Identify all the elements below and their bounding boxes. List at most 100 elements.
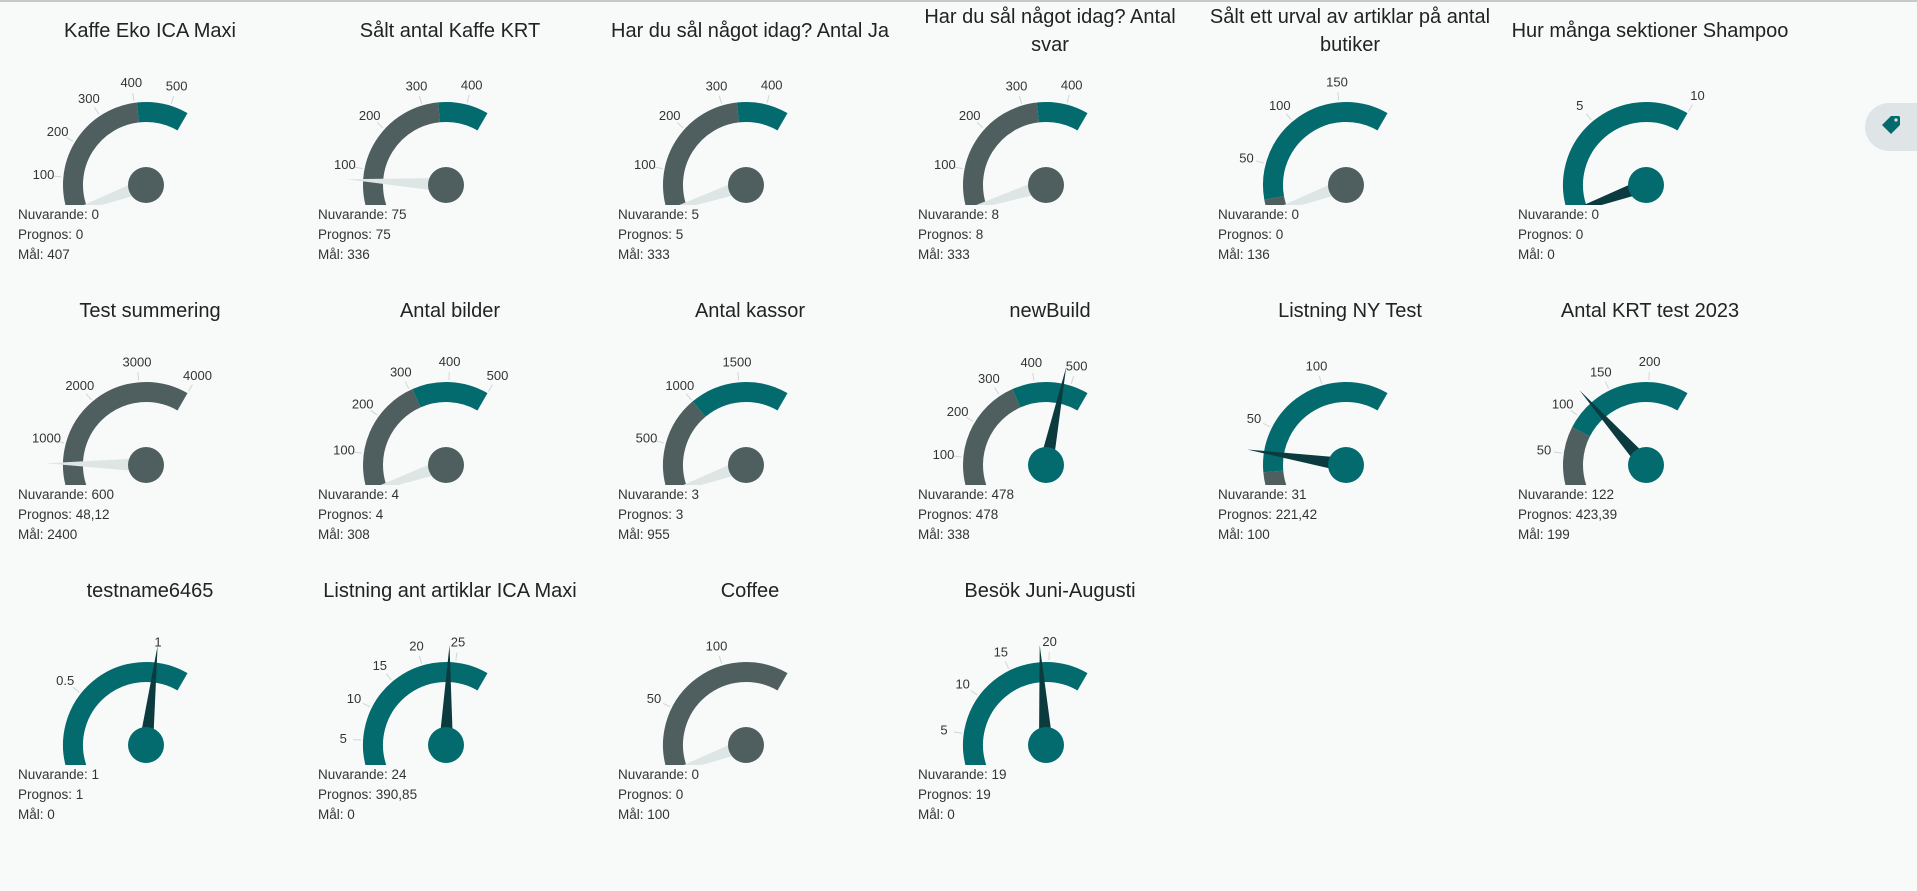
gauge-tick bbox=[1553, 451, 1562, 454]
gauge-hub bbox=[728, 447, 764, 483]
gauge-tick-label: 2000 bbox=[65, 378, 94, 393]
gauge-tick bbox=[1570, 409, 1578, 416]
stat-current: Nuvarande: 122 bbox=[1518, 487, 1615, 502]
gauge-title: Listning ant artiklar ICA Maxi bbox=[323, 580, 577, 602]
gauge-arc-above-goal bbox=[63, 662, 188, 765]
gauge-tick-label: 400 bbox=[461, 77, 483, 92]
gauge-tick bbox=[1337, 92, 1340, 101]
gauge-tick-label: 500 bbox=[487, 368, 509, 383]
stat-forecast: Prognos: 0 bbox=[1518, 227, 1584, 242]
stat-goal: Mål: 2400 bbox=[18, 527, 78, 542]
gauge-title: Antal bilder bbox=[399, 300, 501, 322]
stat-goal: Mål: 0 bbox=[1518, 247, 1555, 262]
gauge-arc-below-goal bbox=[663, 662, 788, 765]
gauge-tick-label: 50 bbox=[1239, 150, 1253, 165]
stat-forecast: Prognos: 4 bbox=[318, 507, 384, 522]
gauge-tick-label: 100 bbox=[1552, 397, 1574, 412]
gauge-card[interactable]: Test summering01000200030004000Nuvarande… bbox=[0, 280, 300, 560]
gauge-arc-above-goal bbox=[1263, 102, 1388, 200]
stat-goal: Mål: 333 bbox=[618, 247, 670, 262]
gauge-tick bbox=[188, 384, 193, 392]
gauge-card[interactable]: Sålt antal Kaffe KRT0100200300400Nuvaran… bbox=[300, 0, 600, 280]
stat-current: Nuvarande: 19 bbox=[918, 767, 1007, 782]
gauge-tick bbox=[370, 409, 378, 416]
stat-current: Nuvarande: 0 bbox=[18, 207, 100, 222]
stat-forecast: Prognos: 3 bbox=[618, 507, 684, 522]
gauge-tick bbox=[170, 96, 175, 104]
gauge-card[interactable]: Listning NY Test050100Nuvarande: 31Progn… bbox=[1200, 280, 1500, 560]
gauge-card[interactable]: Kaffe Eko ICA Maxi0100200300400500Nuvara… bbox=[0, 0, 300, 280]
gauge-chart: 05101520 bbox=[940, 634, 1088, 765]
gauge-tick-label: 200 bbox=[1639, 354, 1661, 369]
gauge-tick bbox=[953, 731, 962, 734]
stat-forecast: Prognos: 19 bbox=[918, 787, 991, 802]
gauge-tick bbox=[1262, 422, 1271, 428]
tag-side-tab[interactable] bbox=[1865, 103, 1917, 151]
gauge-title: Test summering bbox=[79, 300, 221, 322]
gauge-needle bbox=[1039, 367, 1067, 467]
gauge-arc-below-goal bbox=[1263, 470, 1287, 485]
gauge-tick bbox=[1256, 160, 1265, 164]
gauge-tick-label: 150 bbox=[1326, 74, 1348, 89]
gauge-arc-above-goal bbox=[1563, 102, 1688, 205]
gauge-needle bbox=[346, 178, 447, 192]
gauge-tick-label: 200 bbox=[359, 108, 381, 123]
stat-current: Nuvarande: 478 bbox=[918, 487, 1015, 502]
gauge-tick bbox=[1604, 381, 1610, 389]
gauge-arc-above-goal bbox=[1263, 382, 1388, 473]
gauge-tick-label: 25 bbox=[451, 635, 465, 650]
gauge-tick bbox=[656, 440, 665, 444]
gauge-card[interactable]: Har du sål något idag? Antal Ja010020030… bbox=[600, 0, 900, 280]
stat-goal: Mål: 0 bbox=[18, 807, 55, 822]
gauge-card[interactable]: Listning ant artiklar ICA Maxi0510152025… bbox=[300, 560, 600, 840]
gauge-tick bbox=[1070, 376, 1075, 384]
gauge-card[interactable]: Besök Juni-Augusti05101520Nuvarande: 19P… bbox=[900, 560, 1200, 840]
gauge-card[interactable]: testname6465 00.51 Nuvarande: 1 Prognos: 1 M… bbox=[0, 560, 300, 840]
gauge-tick-label: 4000 bbox=[183, 368, 212, 383]
gauge-card[interactable]: Antal KRT test 2023050100150200Nuvarande… bbox=[1500, 280, 1800, 560]
gauge-chart: 0510 bbox=[1563, 88, 1705, 205]
gauge-tick bbox=[970, 689, 978, 696]
gauge-tick-label: 10 bbox=[1690, 88, 1704, 103]
gauge-tick bbox=[72, 686, 80, 693]
stat-goal: Mål: 136 bbox=[1218, 247, 1270, 262]
gauge-tick bbox=[654, 166, 663, 170]
gauge-title: Sålt antal Kaffe KRT bbox=[359, 20, 541, 42]
gauge-stats: Nuvarande: 0 Prognos: 0 Mål: 100 bbox=[618, 765, 699, 825]
gauge-card[interactable]: Hur många sektioner Shampoo0510Nuvarande… bbox=[1500, 0, 1800, 280]
gauge-tick bbox=[737, 372, 740, 381]
gauge-tick bbox=[766, 94, 770, 103]
gauge-stats: Nuvarande: 600 Prognos: 48,12 Mål: 2400 bbox=[18, 485, 114, 545]
gauge-title: newBuild bbox=[1009, 300, 1091, 322]
stat-current: Nuvarande: 4 bbox=[318, 487, 400, 502]
gauge-hub bbox=[728, 727, 764, 763]
gauge-card[interactable]: Antal bilder0100200300400500Nuvarande: 4… bbox=[300, 280, 600, 560]
stat-goal: Mål: 0 bbox=[918, 807, 955, 822]
gauge-tick-label: 100 bbox=[706, 638, 728, 653]
gauge-title: Har du sål något idag? Antal svar bbox=[924, 6, 1176, 56]
gauge-card[interactable]: Sålt ett urval av artiklar på antal buti… bbox=[1200, 0, 1500, 280]
gauge-tick-label: 300 bbox=[978, 371, 1000, 386]
gauge-hub bbox=[128, 727, 164, 763]
gauge-tick-label: 300 bbox=[390, 364, 412, 379]
gauge-stats: Nuvarande: 24 Prognos: 390,85 Mål: 0 bbox=[318, 765, 417, 825]
stat-current: Nuvarande: 31 bbox=[1218, 487, 1307, 502]
gauge-card[interactable]: Antal kassor050010001500Nuvarande: 3Prog… bbox=[600, 280, 900, 560]
gauge-tick-label: 200 bbox=[47, 124, 69, 139]
gauge-tick-label: 1 bbox=[154, 635, 161, 650]
gauge-card[interactable]: newBuild0100200300400500Nuvarande: 478Pr… bbox=[900, 280, 1200, 560]
gauge-stats: Nuvarande: 75 Prognos: 75 Mål: 336 bbox=[318, 205, 407, 265]
gauge-tick bbox=[53, 175, 62, 178]
gauge-hub bbox=[428, 167, 464, 203]
gauge-tick bbox=[56, 440, 65, 444]
stat-goal: Mål: 100 bbox=[618, 807, 670, 822]
tag-icon bbox=[1879, 113, 1903, 142]
gauge-tick-label: 15 bbox=[373, 658, 387, 673]
stat-goal: Mål: 100 bbox=[1218, 527, 1270, 542]
gauge-stats: Nuvarande: 19 Prognos: 19 Mål: 0 bbox=[918, 765, 1007, 825]
gauge-hub bbox=[128, 167, 164, 203]
gauge-needle bbox=[1247, 449, 1348, 472]
gauge-card[interactable]: Har du sål något idag? Antal svar0100200… bbox=[900, 0, 1200, 280]
gauge-tick-label: 200 bbox=[352, 397, 374, 412]
